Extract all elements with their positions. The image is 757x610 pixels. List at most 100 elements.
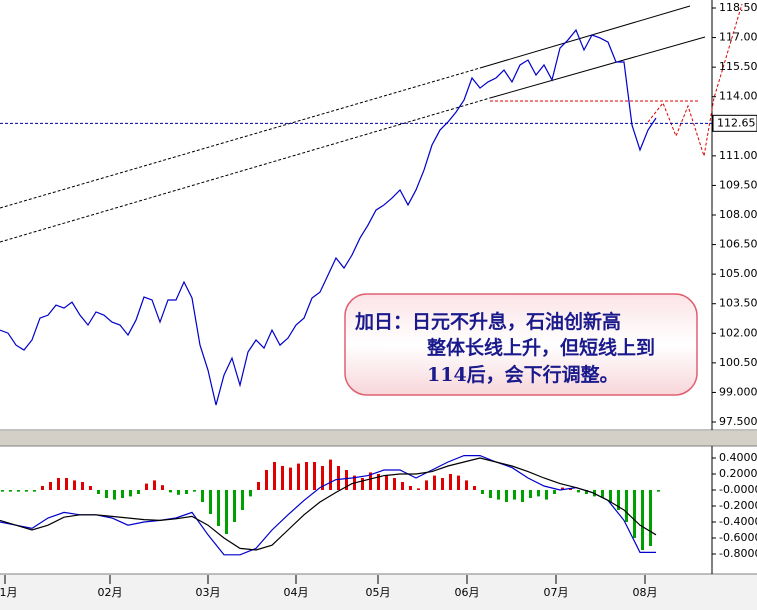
histogram-bar (449, 474, 452, 490)
y-tick-label: 100.50 (719, 356, 757, 369)
histogram-bar (585, 490, 588, 494)
annotation-text: 114后，会下行调整。 (427, 363, 619, 386)
histogram-bar (337, 466, 340, 490)
y-tick-label: 115.50 (719, 60, 757, 73)
histogram-bar (377, 474, 380, 490)
histogram-bar (65, 478, 68, 490)
histogram-bar (601, 490, 604, 498)
histogram-bar (385, 475, 388, 490)
trend-line (0, 67, 481, 209)
y-tick-label: 108.00 (719, 208, 757, 221)
last-price-label: 112.65 (717, 116, 756, 129)
histogram-bar (609, 490, 612, 502)
histogram-bar (481, 490, 484, 494)
histogram-bar (529, 490, 532, 498)
histogram-bar (457, 475, 460, 490)
histogram-bar (161, 485, 164, 490)
histogram-bar (401, 482, 404, 490)
histogram-bar (369, 472, 372, 490)
histogram-bar (209, 490, 212, 514)
histogram-bar (425, 480, 428, 490)
y-tick-label: 105.00 (719, 267, 757, 280)
data-line (0, 457, 657, 551)
histogram-bar (433, 475, 436, 490)
histogram-bar (577, 490, 580, 493)
y-tick-label: 106.50 (719, 238, 757, 251)
x-tick-label: 08月 (633, 586, 658, 599)
trend-line (489, 36, 706, 99)
histogram-bar (465, 480, 468, 490)
histogram-bar (345, 470, 348, 490)
x-tick-label: 07月 (544, 586, 569, 599)
y-tick-label: 102.00 (719, 326, 757, 339)
y-tick-label: -0.8000 (719, 547, 757, 560)
x-tick-label: 03月 (196, 586, 221, 599)
histogram-bar (329, 459, 332, 490)
x-tick-label: 05月 (366, 586, 391, 599)
y-tick-label: 0.2000 (719, 467, 757, 480)
histogram-bar (193, 490, 196, 492)
histogram-bar (649, 490, 652, 546)
histogram-bar (57, 478, 60, 490)
x-tick-label: 02月 (98, 586, 123, 599)
histogram-bar (633, 490, 636, 538)
histogram-bar (185, 490, 188, 494)
histogram-bar (97, 490, 100, 494)
histogram-bar (289, 467, 292, 490)
histogram-bar (281, 466, 284, 490)
histogram-bar (489, 490, 492, 498)
y-tick-label: 0.4000 (719, 451, 757, 464)
histogram-bar (257, 482, 260, 490)
y-tick-label: 114.00 (719, 90, 757, 103)
panel-gap (0, 431, 757, 446)
histogram-bar (121, 490, 124, 498)
histogram-bar (265, 470, 268, 490)
histogram-bar (89, 486, 92, 490)
histogram-bar (273, 462, 276, 490)
trend-line (0, 97, 491, 243)
histogram-bar (137, 490, 140, 494)
histogram-bar (153, 480, 156, 490)
histogram-bar (417, 488, 420, 490)
histogram-bar (361, 478, 364, 490)
histogram-bar (201, 490, 204, 502)
trend-line (479, 5, 691, 69)
histogram-bar (553, 490, 556, 494)
histogram-bar (9, 490, 12, 492)
histogram-bar (545, 490, 548, 500)
y-tick-label: 103.50 (719, 297, 757, 310)
histogram-bar (177, 490, 180, 495)
histogram-bar (409, 486, 412, 490)
y-tick-label: 117.00 (719, 31, 757, 44)
x-tick-label: 04月 (284, 586, 309, 599)
histogram-bar (569, 488, 572, 490)
x-tick-label: 01月 (0, 586, 18, 599)
histogram-bar (297, 463, 300, 490)
y-tick-label: 99.000 (719, 385, 757, 398)
histogram-bar (473, 486, 476, 490)
histogram-bar (537, 490, 540, 497)
annotation-box (344, 293, 698, 396)
histogram-bar (225, 490, 228, 534)
histogram-bar (393, 478, 396, 490)
annotation-text: 整体长线上升，但短线上到 (427, 336, 655, 359)
y-tick-label: 97.500 (719, 415, 757, 428)
histogram-bar (33, 490, 36, 492)
data-line (0, 455, 656, 556)
histogram-bar (1, 490, 4, 492)
histogram-bar (657, 490, 660, 492)
histogram-bar (81, 482, 84, 490)
histogram-bar (241, 490, 244, 510)
annotation-text: 加日：日元不升息，石油创新高 (354, 310, 621, 333)
histogram-bar (641, 490, 644, 550)
histogram-bar (145, 483, 148, 490)
histogram-bar (305, 462, 308, 490)
histogram-bar (561, 487, 564, 490)
histogram-bar (169, 490, 172, 493)
histogram-bar (25, 490, 28, 492)
histogram-bar (441, 478, 444, 490)
y-tick-label: -0.4000 (719, 515, 757, 528)
histogram-bar (17, 490, 20, 492)
